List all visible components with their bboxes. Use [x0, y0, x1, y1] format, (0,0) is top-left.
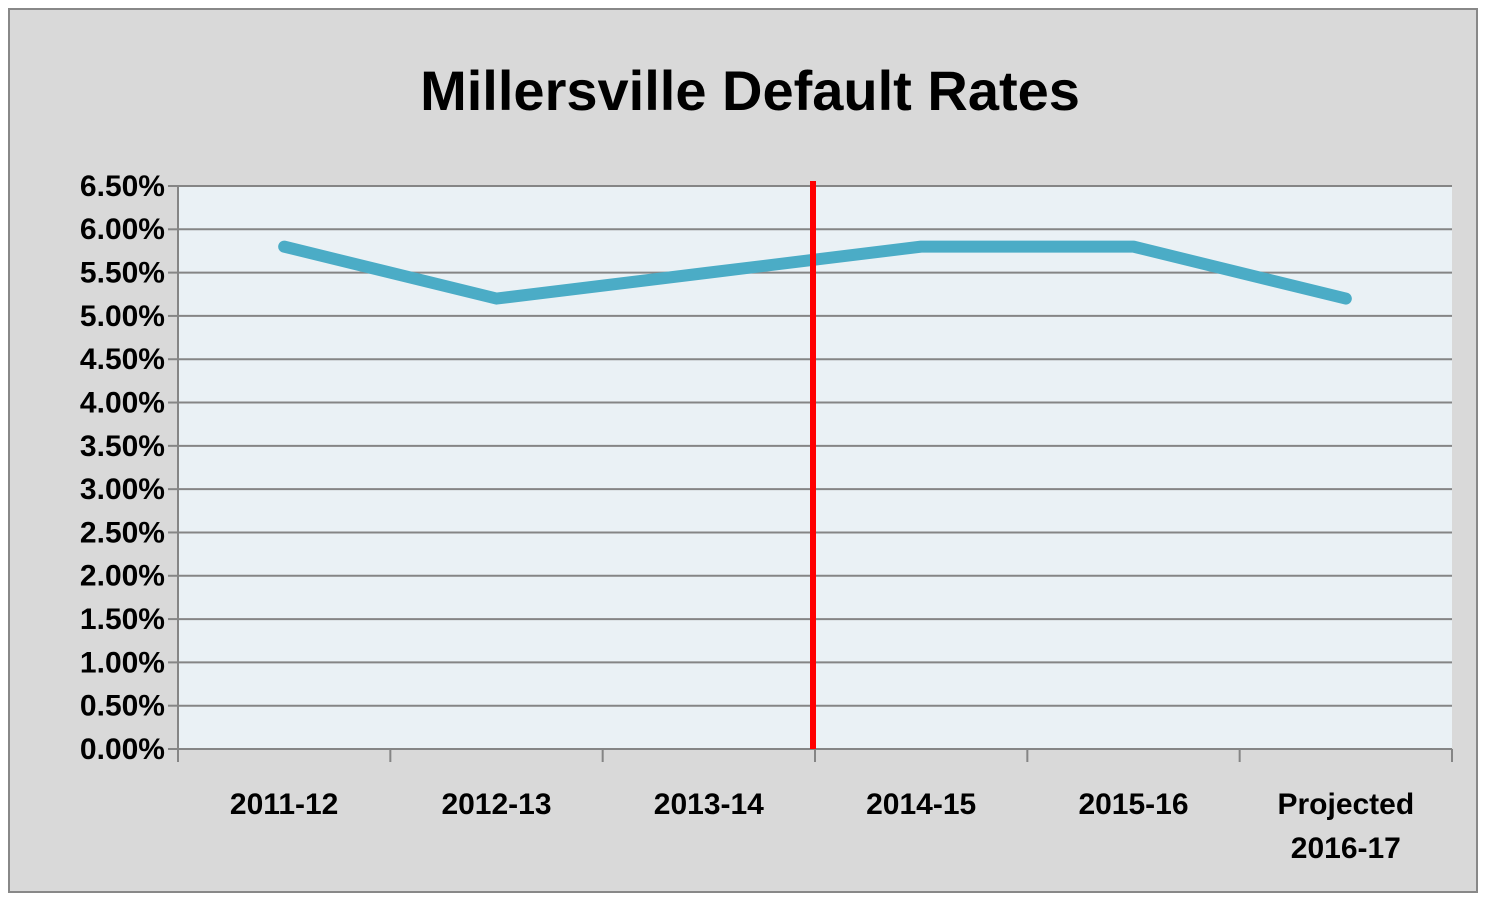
x-tick-label: 2013-14 [653, 788, 764, 821]
y-tick-label: 2.50% [80, 516, 165, 549]
y-tick-label: 4.00% [80, 386, 165, 419]
y-tick-label: 1.50% [80, 603, 165, 636]
y-tick-label: 3.00% [80, 473, 165, 506]
y-tick-label: 6.00% [80, 213, 165, 246]
chart-title: Millersville Default Rates [420, 59, 1080, 122]
y-tick-label: 4.50% [80, 343, 165, 376]
y-tick-label: 5.50% [80, 257, 165, 290]
y-tick-label: 0.00% [80, 733, 165, 766]
x-tick-label: 2012-13 [441, 788, 552, 821]
x-tick-label: 2014-15 [866, 788, 977, 821]
y-tick-label: 3.50% [80, 430, 165, 463]
x-tick-label: 2015-16 [1078, 788, 1189, 821]
x-tick-label: Projected 2016-17 [1277, 788, 1415, 865]
y-tick-label: 5.00% [80, 300, 165, 333]
y-tick-label: 1.00% [80, 646, 165, 679]
y-tick-label: 0.50% [80, 690, 165, 723]
y-tick-label: 2.00% [80, 560, 165, 593]
y-tick-label: 6.50% [80, 170, 165, 203]
x-tick-label: 2011-12 [229, 788, 339, 821]
